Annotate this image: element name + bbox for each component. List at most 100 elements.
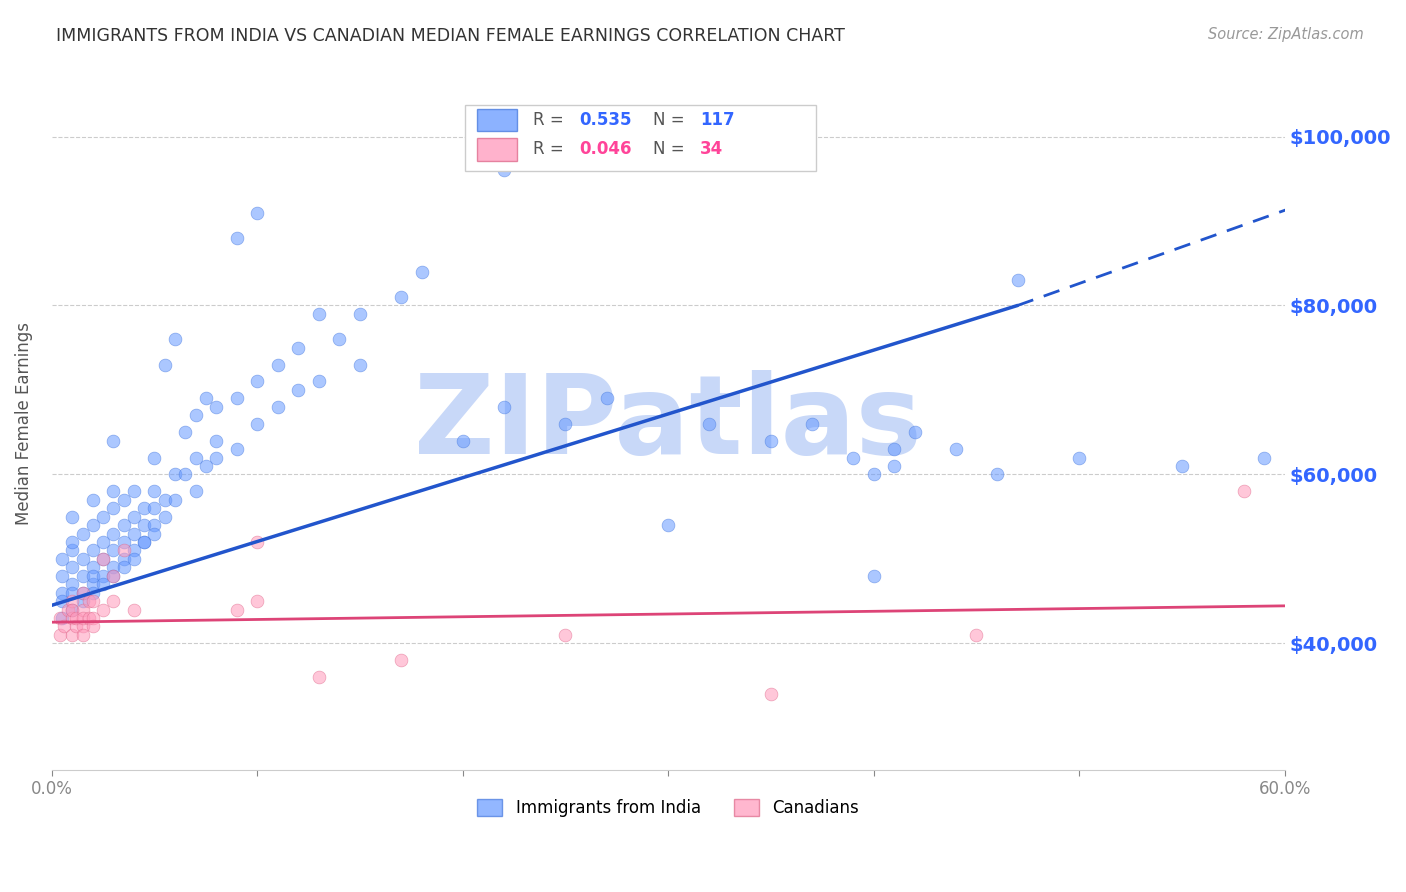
Point (60, 602, 83, 616)
Point (759, 434, 782, 448)
Text: R =: R = (533, 112, 568, 129)
Point (308, 670, 330, 684)
Point (103, 568, 125, 582)
Point (246, 535, 269, 549)
Point (134, 501, 156, 516)
Point (554, 417, 576, 431)
Point (91, 577, 114, 591)
Point (883, 442, 905, 456)
Point (77, 611, 100, 625)
Point (153, 509, 176, 524)
Point (72, 552, 94, 566)
Point (153, 358, 176, 372)
Point (842, 450, 865, 465)
Point (82, 492, 104, 507)
Point (184, 450, 207, 465)
Point (965, 628, 987, 642)
Point (225, 602, 247, 616)
Point (134, 535, 156, 549)
Point (657, 518, 679, 533)
Point (986, 467, 1008, 482)
Point (267, 400, 290, 414)
Point (60, 594, 83, 608)
Point (759, 687, 782, 701)
Point (60, 628, 83, 642)
Point (174, 467, 197, 482)
Point (112, 560, 135, 574)
Point (91, 602, 114, 616)
Point (1069, 450, 1091, 465)
Point (51, 585, 73, 599)
Point (82, 543, 104, 558)
Point (103, 568, 125, 582)
Point (904, 425, 927, 439)
Point (1007, 273, 1029, 287)
Text: ZIPatlas: ZIPatlas (415, 370, 922, 477)
Point (51, 594, 73, 608)
Point (60, 509, 83, 524)
Point (122, 484, 145, 499)
Point (143, 501, 166, 516)
Point (122, 526, 145, 541)
Point (51, 552, 73, 566)
FancyBboxPatch shape (477, 110, 516, 131)
Point (51, 568, 73, 582)
Point (267, 358, 290, 372)
Point (163, 332, 186, 346)
Legend: Immigrants from India, Canadians: Immigrants from India, Canadians (471, 792, 866, 824)
Point (60, 585, 83, 599)
Point (134, 518, 156, 533)
Point (246, 375, 269, 389)
Point (82, 518, 104, 533)
Point (862, 467, 884, 482)
Point (143, 526, 166, 541)
Point (60, 577, 83, 591)
Point (72, 568, 94, 582)
Point (49, 611, 72, 625)
Point (60, 560, 83, 574)
Point (246, 417, 269, 431)
Point (91, 568, 114, 582)
Point (205, 434, 228, 448)
Point (103, 434, 125, 448)
Text: 0.535: 0.535 (579, 112, 631, 129)
Point (82, 594, 104, 608)
Point (82, 577, 104, 591)
Point (122, 509, 145, 524)
Point (122, 602, 145, 616)
Point (72, 611, 94, 625)
Point (184, 484, 207, 499)
Point (194, 392, 217, 406)
Point (72, 619, 94, 633)
Point (65, 619, 87, 633)
Point (1171, 458, 1194, 473)
Text: R =: R = (533, 140, 568, 159)
Point (103, 543, 125, 558)
Point (134, 535, 156, 549)
Point (143, 484, 166, 499)
Point (246, 205, 269, 219)
Point (112, 492, 135, 507)
Text: 0.046: 0.046 (579, 140, 631, 159)
Point (492, 163, 515, 178)
Point (60, 535, 83, 549)
Point (143, 450, 166, 465)
Point (174, 425, 197, 439)
Point (163, 467, 186, 482)
Point (65, 611, 87, 625)
Point (82, 585, 104, 599)
Point (60, 543, 83, 558)
Text: 117: 117 (700, 112, 735, 129)
Text: N =: N = (654, 112, 690, 129)
FancyBboxPatch shape (465, 105, 815, 171)
Point (91, 552, 114, 566)
Point (82, 619, 104, 633)
Point (72, 602, 94, 616)
Text: 34: 34 (700, 140, 724, 159)
Point (91, 535, 114, 549)
Point (287, 383, 309, 397)
Point (349, 307, 371, 321)
Point (103, 526, 125, 541)
Point (153, 492, 176, 507)
Point (246, 594, 269, 608)
